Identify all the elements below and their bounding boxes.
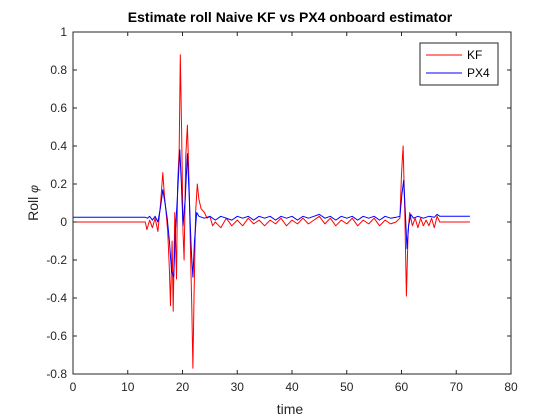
- y-axis-label: Roll: [25, 197, 41, 221]
- legend: KF PX4: [419, 42, 499, 86]
- y-axis-label-symbol: φ: [27, 185, 41, 193]
- x-tick-label: 50: [340, 380, 354, 394]
- x-tick-label: 40: [285, 380, 299, 394]
- y-axis-label-wrapper: Roll φ: [25, 185, 41, 221]
- y-tick-label: 0.8: [50, 63, 67, 77]
- x-tick-label: 60: [395, 380, 409, 394]
- y-tick-label: -0.2: [46, 253, 67, 267]
- y-axis-label-group: Roll φ: [25, 185, 41, 221]
- y-tick-label: 0.4: [50, 139, 67, 153]
- y-tick-label: 0.6: [50, 101, 67, 115]
- ticks-layer: 0 10 20 30 40 50 60 70 80 -0.8 -0.6 -0.4 -0.2 0 0.2 0.4…: [46, 25, 518, 394]
- series-layer: [73, 54, 470, 369]
- x-axis-label: time: [277, 401, 304, 417]
- x-tick-label: 10: [121, 380, 135, 394]
- y-tick-label: -0.6: [46, 329, 67, 343]
- series-line-kf: [73, 54, 470, 369]
- x-tick-label: 70: [450, 380, 464, 394]
- y-tick-label: -0.4: [46, 291, 67, 305]
- legend-box: [419, 42, 499, 86]
- x-tick-label: 20: [176, 380, 190, 394]
- x-tick-label: 30: [231, 380, 245, 394]
- x-tick-label: 80: [504, 380, 518, 394]
- y-tick-label: 0: [60, 215, 67, 229]
- legend-label-px4: PX4: [467, 66, 490, 80]
- y-tick-label: -0.8: [46, 367, 67, 381]
- x-tick-label: 0: [70, 380, 77, 394]
- series-line-px4: [73, 149, 470, 278]
- chart-title: Estimate roll Naive KF vs PX4 onboard es…: [128, 9, 453, 25]
- plot-area: [73, 32, 511, 374]
- y-tick-label: 0.2: [50, 177, 67, 191]
- y-tick-label: 1: [60, 25, 67, 39]
- legend-label-kf: KF: [467, 48, 482, 62]
